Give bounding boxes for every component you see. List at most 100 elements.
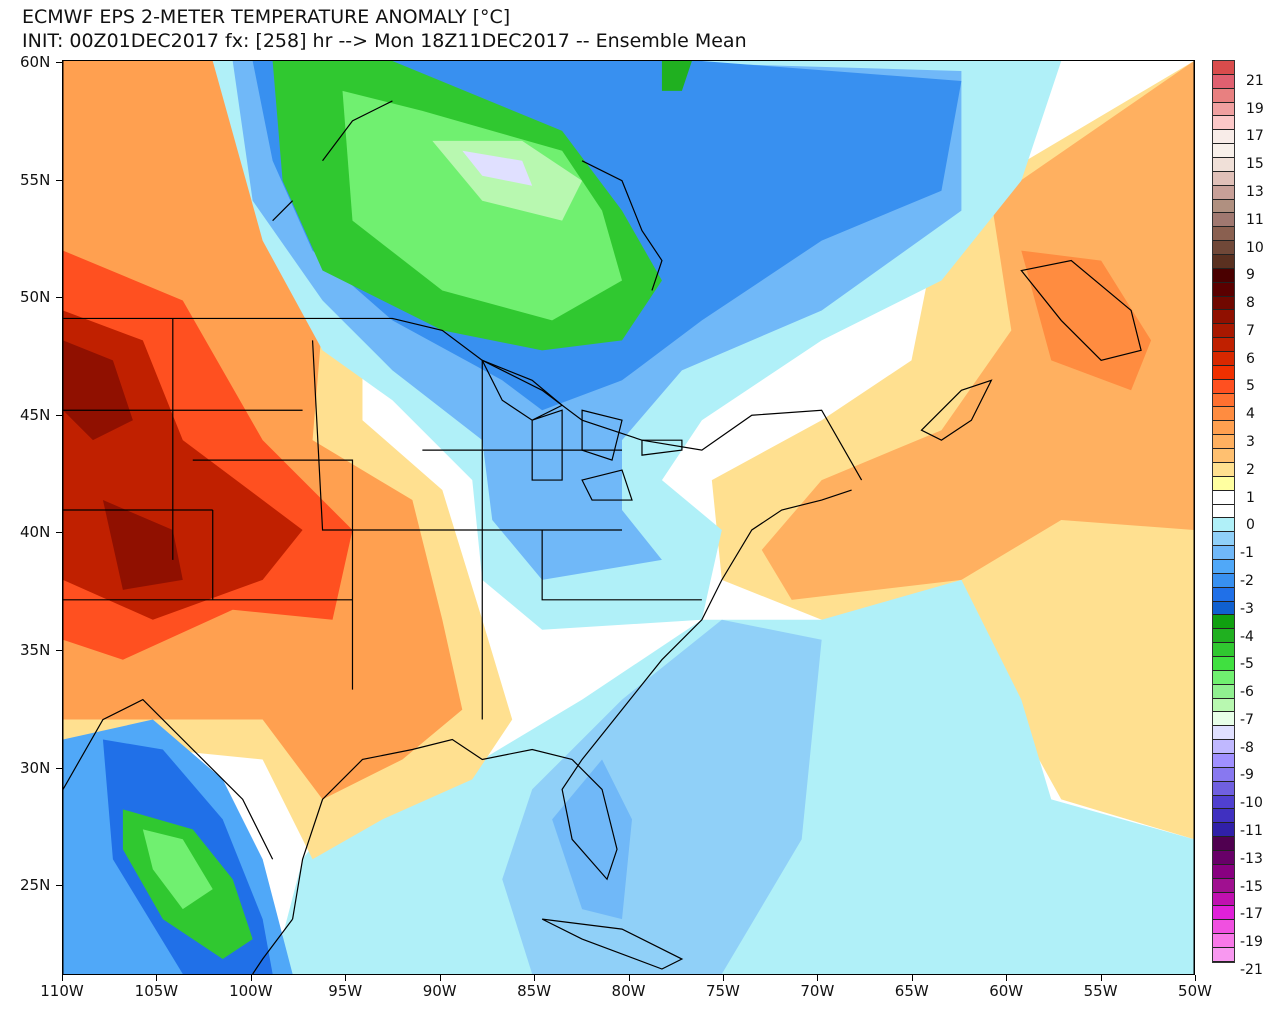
x-tick (250, 975, 252, 981)
colorbar-swatch (1213, 878, 1234, 893)
colorbar-label: 21 (1246, 72, 1264, 89)
colorbar-label: 13 (1246, 183, 1264, 200)
colorbar-label: -7 (1240, 711, 1254, 728)
x-tick (628, 975, 630, 981)
colorbar-swatch (1213, 587, 1234, 602)
colorbar-swatch (1213, 490, 1234, 505)
atlantic-orange-region (761, 61, 1194, 600)
colorbar-label: -19 (1240, 934, 1263, 951)
us-east-coast (561, 489, 852, 881)
x-tick-label: 55W (1083, 982, 1118, 1000)
colorbar-label: 11 (1246, 211, 1264, 228)
colorbar-swatch (1213, 698, 1234, 713)
x-tick-label: 110W (40, 982, 84, 1000)
colorbar-swatch (1213, 892, 1234, 907)
colorbar-swatch (1213, 629, 1234, 644)
colorbar-label: 1 (1246, 489, 1255, 506)
colorbar-label: -9 (1240, 767, 1254, 784)
x-tick-label: 80W (611, 982, 646, 1000)
colorbar-label: -5 (1240, 656, 1254, 673)
y-tick (56, 532, 62, 534)
colorbar-swatch (1213, 171, 1234, 186)
colorbar-swatch (1213, 324, 1234, 339)
x-tick-label: 105W (134, 982, 179, 1000)
colorbar-swatch (1213, 934, 1234, 948)
y-tick (56, 885, 62, 887)
colorbar-swatch (1213, 850, 1234, 865)
x-tick-label: 85W (517, 982, 552, 1000)
colorbar-swatch (1213, 407, 1234, 422)
colorbar-swatch (1213, 518, 1234, 533)
colorbar-swatch (1213, 656, 1234, 671)
x-tick (439, 975, 441, 981)
y-tick (56, 62, 62, 63)
x-tick (1100, 975, 1102, 981)
colorbar-label: -1 (1240, 545, 1254, 562)
colorbar-label: 19 (1246, 100, 1264, 117)
colorbar-swatch (1213, 255, 1234, 269)
colorbar-swatch (1213, 712, 1234, 727)
x-tick (62, 975, 63, 981)
colorbar-swatch (1213, 61, 1234, 75)
y-tick-label: 35N (20, 641, 51, 659)
hudson-bay-coast (272, 100, 663, 291)
colorbar-swatch (1213, 601, 1234, 616)
colorbar-swatch (1213, 296, 1234, 311)
colorbar-swatch (1213, 213, 1234, 228)
colorbar-swatch (1213, 227, 1234, 242)
colorbar-swatch (1213, 365, 1234, 380)
y-tick-label: 50N (20, 288, 51, 307)
colorbar-label: -13 (1240, 850, 1263, 867)
colorbar-swatch (1213, 906, 1234, 921)
colorbar-swatch (1213, 781, 1234, 796)
colorbar-swatch (1213, 795, 1234, 810)
colorbar-swatch (1213, 352, 1234, 366)
colorbar-label: -11 (1240, 823, 1263, 840)
x-tick-label: 50W (1178, 982, 1212, 1000)
x-tick (156, 975, 158, 981)
west-deepred-region (63, 340, 183, 590)
colorbar-label: 17 (1246, 128, 1264, 145)
y-tick (56, 767, 62, 769)
colorbar-label: -15 (1240, 878, 1263, 895)
colorbar-swatch (1213, 559, 1234, 574)
colorbar-label: 7 (1246, 322, 1255, 339)
colorbar-swatch (1213, 948, 1234, 962)
colorbar-swatch (1213, 116, 1234, 131)
mexico-coast (63, 698, 294, 974)
colorbar-swatch (1213, 449, 1234, 463)
x-tick (817, 975, 819, 981)
x-tick (1195, 975, 1196, 981)
colorbar-label: 3 (1246, 434, 1255, 451)
colorbar-swatch (1213, 767, 1234, 782)
colorbar-label: 2 (1246, 461, 1255, 478)
colorbar-swatch (1213, 920, 1234, 935)
colorbar-label: -21 (1240, 961, 1263, 978)
colorbar-swatch (1213, 823, 1234, 838)
newfoundland (1020, 259, 1142, 362)
colorbar-swatch (1213, 74, 1234, 89)
x-tick (534, 975, 536, 981)
colorbar-swatch (1213, 282, 1234, 297)
x-tick (1006, 975, 1008, 981)
x-tick-label: 65W (894, 982, 929, 1000)
colorbar-swatch (1213, 726, 1234, 741)
x-tick (911, 975, 913, 981)
x-tick-label: 70W (800, 982, 835, 1000)
colorbar-swatch (1213, 268, 1234, 283)
colorbar-swatch (1213, 615, 1234, 630)
colorbar-swatch (1213, 573, 1234, 588)
y-tick-label: 40N (20, 523, 51, 542)
colorbar-label: 4 (1246, 406, 1255, 423)
colorbar-label: 6 (1246, 350, 1255, 367)
colorbar-label: 9 (1246, 267, 1255, 284)
x-tick-label: 95W (328, 982, 363, 1000)
colorbar-swatch (1213, 241, 1234, 256)
nova-scotia (920, 379, 993, 441)
colorbar-label: 10 (1246, 239, 1264, 256)
colorbar-swatch (1213, 740, 1234, 754)
colorbar-swatch (1213, 476, 1234, 491)
colorbar-swatch (1213, 532, 1234, 547)
x-tick (345, 975, 347, 981)
map-title: ECMWF EPS 2-METER TEMPERATURE ANOMALY [°… (22, 6, 511, 28)
